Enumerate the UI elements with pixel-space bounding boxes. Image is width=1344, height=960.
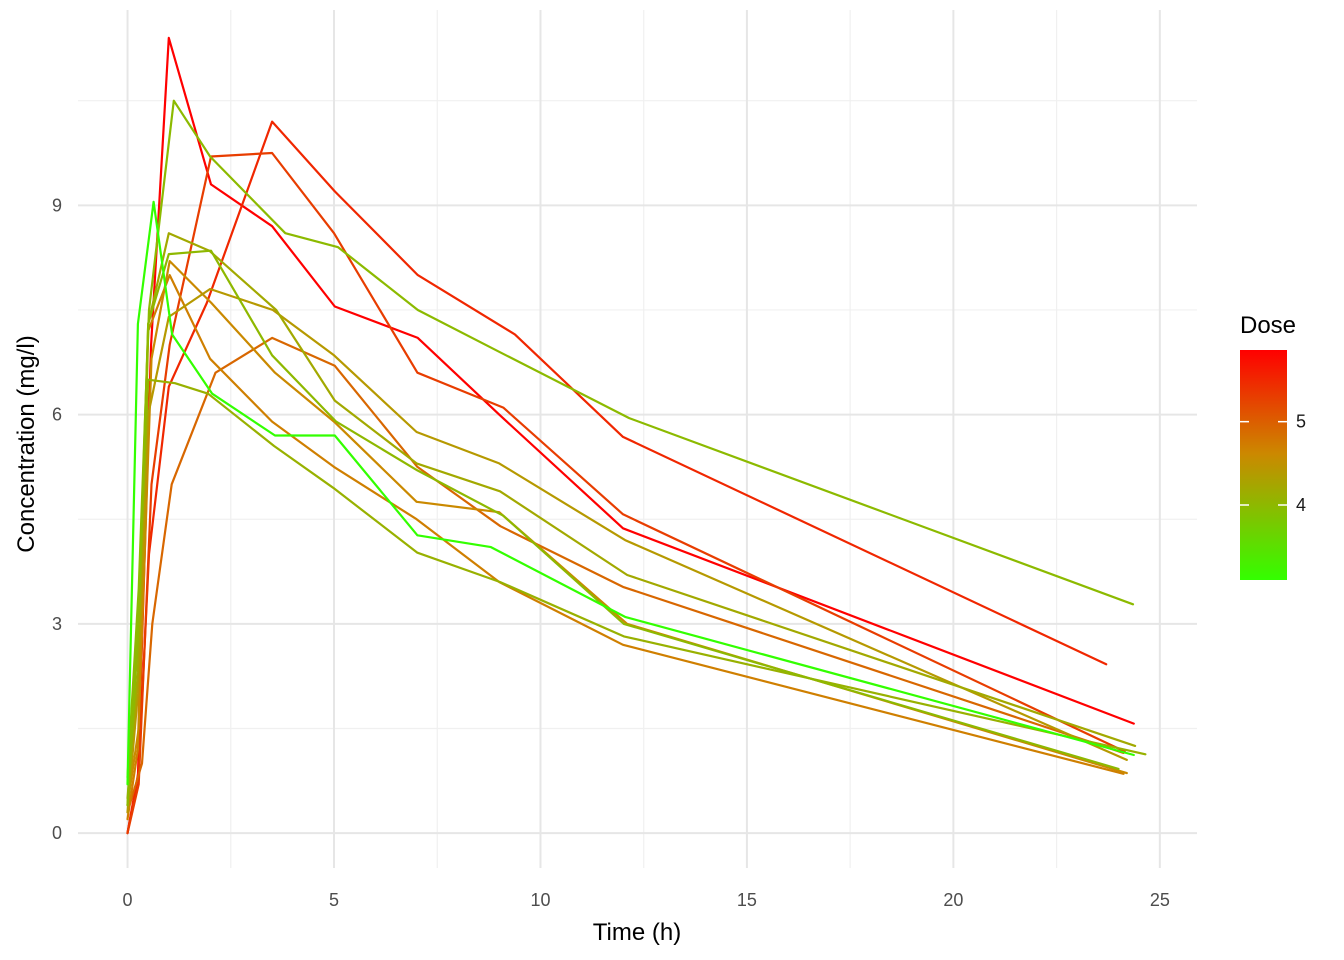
- y-tick-label: 0: [52, 823, 62, 843]
- x-tick-label: 0: [123, 890, 133, 910]
- y-axis-ticks: 0 3 6 9: [52, 195, 62, 843]
- legend-title: Dose: [1240, 312, 1296, 339]
- series-line: [126, 287, 1128, 814]
- y-tick-label: 3: [52, 614, 62, 634]
- legend-ticks: 45: [1240, 412, 1306, 515]
- y-axis-title: Concentration (mg/l): [13, 335, 40, 552]
- series-lines: [126, 36, 1147, 835]
- x-tick-label: 10: [530, 890, 550, 910]
- y-tick-label: 6: [52, 405, 62, 425]
- series-line: [126, 200, 1135, 786]
- x-axis-title: Time (h): [593, 919, 681, 946]
- legend: Dose 45: [1240, 312, 1306, 580]
- x-tick-label: 5: [329, 890, 339, 910]
- legend-tick-label: 4: [1296, 495, 1306, 515]
- x-tick-label: 20: [943, 890, 963, 910]
- grid: [78, 10, 1197, 868]
- y-tick-label: 9: [52, 195, 62, 215]
- legend-tick-label: 5: [1296, 412, 1306, 432]
- series-line: [126, 260, 1128, 807]
- legend-colorbar: [1240, 350, 1287, 580]
- x-axis-ticks: 0 5 10 15 20 25: [123, 890, 1170, 910]
- x-tick-label: 15: [737, 890, 757, 910]
- x-tick-label: 25: [1150, 890, 1170, 910]
- series-line: [126, 99, 1135, 779]
- series-line: [126, 151, 1126, 835]
- series-line: [126, 274, 1125, 821]
- series-line: [126, 336, 1125, 814]
